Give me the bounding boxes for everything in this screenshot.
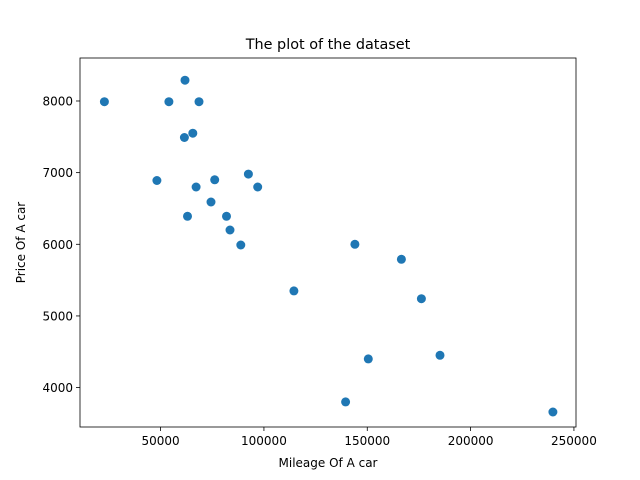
- data-point-20: [363, 354, 373, 364]
- data-point-19: [350, 239, 360, 249]
- y-axis-ticks: 4000 5000 6000 7000 8000: [42, 94, 80, 395]
- data-point-17: [289, 286, 299, 296]
- data-point-23: [435, 350, 445, 360]
- data-point-5: [180, 75, 190, 85]
- data-point-9: [194, 97, 204, 107]
- data-point-6: [183, 211, 192, 221]
- y-tick-label-3: 7000: [42, 166, 73, 180]
- y-axis-label: Price Of A car: [14, 202, 28, 284]
- data-point-3: [164, 97, 174, 107]
- data-point-12: [222, 211, 231, 221]
- data-point-13: [225, 225, 235, 235]
- data-point-11: [210, 175, 220, 185]
- data-point-2: [152, 176, 162, 185]
- data-point-21: [396, 254, 406, 264]
- y-tick-label-1: 5000: [42, 309, 73, 323]
- data-point-4: [179, 133, 189, 142]
- y-tick-label-2: 6000: [42, 238, 73, 252]
- x-tick-label-3: 200000: [448, 434, 494, 448]
- y-tick-label-4: 8000: [42, 94, 73, 108]
- data-point-22: [416, 294, 426, 304]
- x-tick-label-4: 250000: [551, 434, 597, 448]
- x-axis-ticks: 50000 100000 150000 200000 250000: [142, 427, 597, 448]
- x-axis-label: Mileage Of A car: [279, 456, 378, 470]
- data-points: [99, 75, 558, 417]
- plot-area-frame: [79, 57, 577, 428]
- data-point-1: [99, 97, 109, 107]
- data-point-10: [206, 197, 216, 207]
- data-point-16: [253, 182, 263, 192]
- x-tick-label-1: 100000: [241, 434, 287, 448]
- data-point-24: [548, 407, 558, 417]
- data-point-15: [243, 169, 253, 179]
- y-tick-label-0: 4000: [42, 381, 73, 395]
- chart-title: The plot of the dataset: [245, 37, 411, 53]
- data-point-8: [191, 182, 201, 192]
- x-tick-label-2: 150000: [344, 434, 390, 448]
- data-point-18: [341, 397, 351, 407]
- x-tick-label-0: 50000: [142, 434, 180, 448]
- data-point-7: [188, 128, 198, 138]
- data-point-14: [236, 240, 246, 250]
